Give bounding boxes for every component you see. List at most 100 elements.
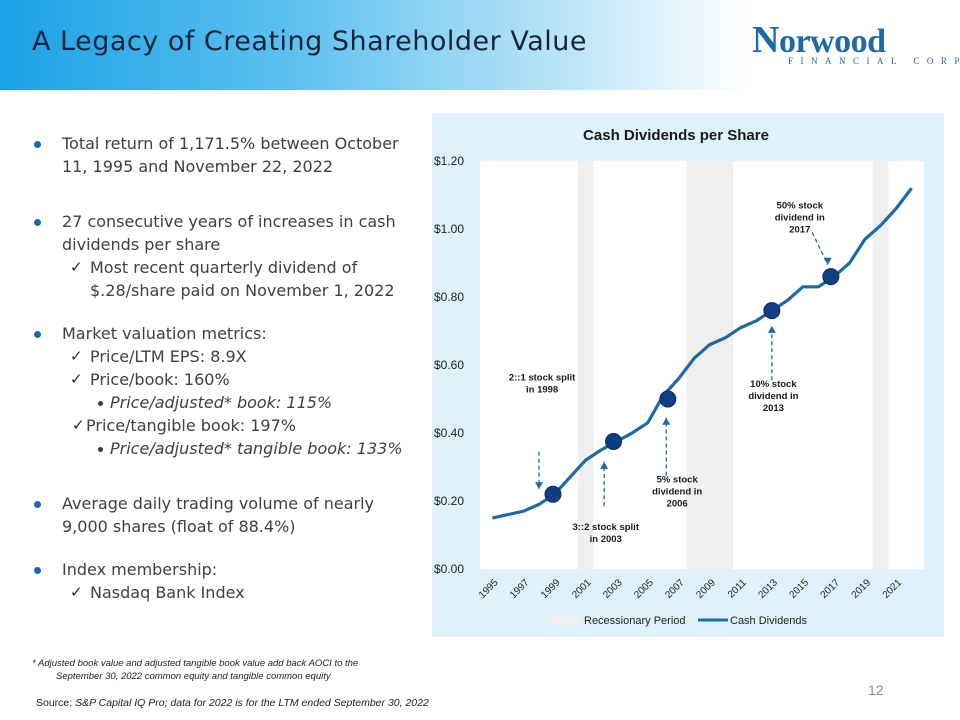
bullet-dot [34, 331, 41, 338]
cash-dividends-line [492, 187, 913, 520]
logo-subtitle: FINANCIAL CORP [788, 56, 960, 66]
bullet-text: Market valuation metrics: [62, 324, 267, 343]
x-tick-label: 2013 [756, 577, 780, 601]
split-dividend-marker [822, 268, 840, 286]
split-dividend-marker [763, 302, 781, 320]
bullet-index-membership: Index membership: [34, 558, 414, 581]
bullet-dividend-increases: 27 consecutive years of increases in cas… [34, 210, 414, 256]
annotation-label: 10% stock [750, 379, 797, 390]
x-tick-label: 2005 [632, 577, 656, 601]
bullet-valuation-metrics: Market valuation metrics: [34, 322, 414, 345]
y-tick-label: $0.60 [434, 358, 464, 372]
y-tick-label: $0.20 [434, 494, 464, 508]
footnote-line-1: * Adjusted book value and adjusted tangi… [32, 658, 359, 669]
annotation-label: 2013 [763, 403, 784, 414]
split-dividend-marker [605, 433, 623, 450]
x-tick-label: 2003 [601, 577, 625, 601]
y-tick-label: $0.80 [434, 290, 464, 304]
annotation-label: 5% stock [657, 474, 699, 485]
sub-sub-bullet-adjusted-book: Price/adjusted* book: 115% [34, 391, 414, 414]
x-tick-label: 1999 [539, 577, 563, 601]
bullet-dot [98, 401, 103, 406]
bullet-text: 27 consecutive years of increases in cas… [62, 212, 396, 254]
y-tick-label: $0.00 [434, 562, 464, 576]
annotation-arrowhead [662, 417, 671, 425]
bullet-trading-volume: Average daily trading volume of nearly 9… [34, 492, 414, 538]
sub-bullet-price-book: ✓ Price/book: 160% [34, 368, 414, 391]
logo-n: N [752, 19, 779, 61]
legend-swatch-recession [550, 615, 580, 625]
sub-bullet-recent-dividend: ✓ Most recent quarterly dividend of $.28/… [34, 256, 414, 302]
legend-label-dividends: Cash Dividends [730, 615, 808, 627]
bullet-text: Most recent quarterly dividend of $.28/s… [90, 258, 395, 300]
sub-bullet-price-tangible-book: ✓ Price/tangible book: 197% [34, 414, 414, 437]
bullet-dot [34, 501, 41, 508]
annotation-label: in 2003 [590, 534, 622, 545]
annotation-label: dividend in [748, 391, 798, 402]
annotation-arrowhead [823, 257, 832, 265]
check-icon: ✓ [72, 416, 85, 434]
recession-band-0 [577, 161, 594, 569]
split-dividend-marker [659, 390, 677, 408]
annotation-label: 3::2 stock split [572, 522, 639, 533]
dividend-chart: Cash Dividends per Share $0.00 $0.20 $0.40 $… [434, 127, 924, 627]
check-icon: ✓ [70, 347, 83, 365]
legend-label-recession: Recessionary Period [584, 615, 686, 627]
check-icon: ✓ [70, 583, 83, 601]
annotation-label: 2017 [789, 225, 810, 236]
bullet-total-return: Total return of 1,171.5% between October… [34, 132, 414, 178]
annotation-label: 50% stock [777, 201, 824, 212]
source-note: Source: S&P Capital IQ Pro; data for 202… [36, 697, 429, 709]
page-number: 12 [868, 682, 884, 698]
annotation-label: dividend in [652, 486, 702, 497]
bullet-text: Price/adjusted* book: 115% [110, 393, 333, 412]
x-tick-label: 2021 [881, 577, 905, 601]
footnote: * Adjusted book value and adjusted tangi… [32, 657, 358, 683]
source-label: Source: [36, 697, 73, 709]
bullet-list: Total return of 1,171.5% between October… [34, 132, 414, 604]
dividend-chart-panel: Cash Dividends per Share $0.00 $0.20 $0.40 $… [432, 113, 944, 637]
bullet-text: Price/book: 160% [90, 370, 230, 389]
x-tick-label: 2019 [850, 577, 874, 601]
header-band [0, 0, 960, 90]
bullet-text: Price/tangible book: 197% [86, 416, 296, 435]
annotation-label: in 1998 [526, 384, 558, 395]
page-title: A Legacy of Creating Shareholder Value [32, 26, 587, 57]
annotation-arrowhead [767, 325, 776, 333]
annotation-label: 2006 [667, 498, 688, 509]
y-tick-label: $0.40 [434, 426, 464, 440]
recession-band-1 [686, 161, 734, 569]
annotation-arrowhead [534, 482, 543, 490]
check-icon: ✓ [70, 258, 83, 276]
check-icon: ✓ [70, 370, 83, 388]
bullet-dot [98, 447, 103, 452]
y-tick-label: $1.00 [434, 222, 464, 236]
x-tick-label: 2001 [570, 577, 594, 601]
bullet-text: Price/LTM EPS: 8.9X [90, 347, 247, 366]
y-tick-label: $1.20 [434, 154, 464, 168]
split-dividend-marker [544, 485, 562, 503]
x-tick-label: 2015 [788, 577, 812, 601]
x-tick-label: 2017 [819, 577, 843, 601]
company-logo: Norwood FINANCIAL CORP [752, 19, 959, 68]
bullet-text: Nasdaq Bank Index [90, 583, 245, 602]
x-tick-label: 1997 [508, 577, 532, 601]
bullet-text: Average daily trading volume of nearly 9… [62, 494, 374, 536]
recession-band-2 [872, 161, 889, 569]
bullet-text: Total return of 1,171.5% between October… [62, 134, 399, 176]
bullet-dot [34, 219, 41, 226]
x-tick-label: 1995 [477, 577, 501, 601]
sub-bullet-nasdaq-bank: ✓ Nasdaq Bank Index [34, 581, 414, 604]
x-tick-label: 2011 [726, 577, 749, 600]
x-tick-label: 2007 [663, 577, 687, 601]
sub-bullet-price-eps: ✓ Price/LTM EPS: 8.9X [34, 345, 414, 368]
logo-wordmark: Norwood [752, 18, 886, 62]
bullet-text: Price/adjusted* tangible book: 133% [110, 439, 403, 458]
annotation-arrowhead [600, 461, 609, 469]
bullet-text: Index membership: [62, 560, 218, 579]
chart-title: Cash Dividends per Share [583, 127, 769, 144]
annotation-label: dividend in [775, 213, 825, 224]
annotation-label: 2::1 stock split [509, 372, 576, 383]
logo-rest: orwood [778, 23, 886, 60]
footnote-line-2: September 30, 2022 common equity and tan… [56, 671, 331, 682]
